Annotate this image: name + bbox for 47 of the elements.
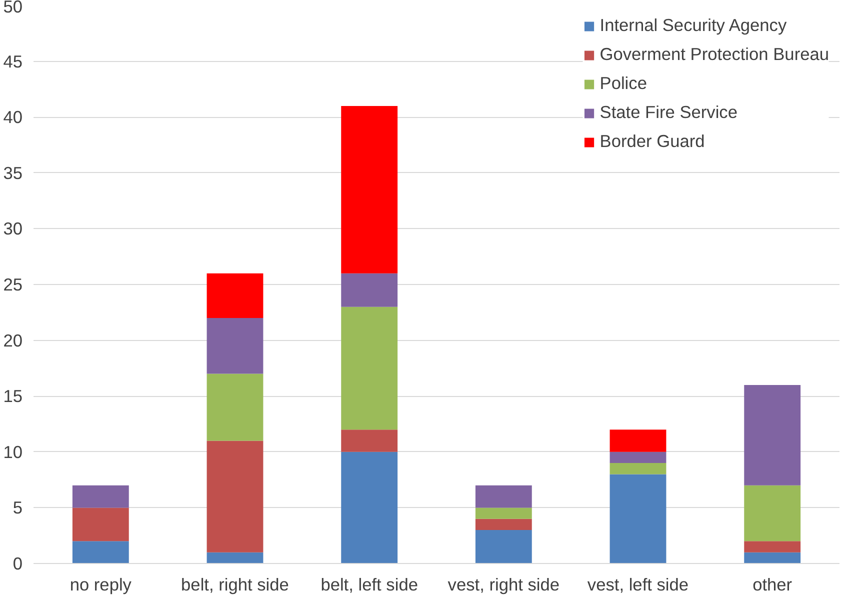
bar <box>610 430 666 452</box>
legend-label: Border Guard <box>600 131 705 152</box>
bar <box>610 452 666 464</box>
bar <box>744 541 801 552</box>
bar <box>475 508 532 519</box>
bar <box>341 273 398 307</box>
x-tick-label: vest, left side <box>587 574 689 594</box>
bar <box>744 485 801 542</box>
bar <box>744 552 801 564</box>
bar <box>341 430 398 452</box>
bar <box>341 452 398 564</box>
bar <box>206 318 264 374</box>
legend-label: Goverment Protection Bureau <box>600 44 829 65</box>
bar <box>206 552 264 564</box>
legend-label: Internal Security Agency <box>600 15 787 36</box>
y-tick-label: 45 <box>3 51 23 72</box>
y-tick-label: 5 <box>12 498 23 518</box>
y-tick-label: 40 <box>3 107 23 128</box>
bar <box>206 273 264 318</box>
x-tick-label: belt, left side <box>320 574 418 594</box>
x-tick-label: belt, right side <box>181 574 289 594</box>
y-tick-label: 25 <box>3 274 23 294</box>
y-tick-label: 20 <box>3 330 23 350</box>
bar <box>72 508 129 542</box>
y-tick-label: 30 <box>3 218 23 239</box>
y-tick-label: 0 <box>12 554 23 574</box>
y-tick-label: 50 <box>3 0 23 16</box>
x-tick-label: no reply <box>70 574 132 594</box>
bar <box>206 374 264 441</box>
bar <box>610 474 666 564</box>
y-tick-label: 15 <box>3 386 23 406</box>
x-tick-label: vest, right side <box>448 574 560 594</box>
bar <box>610 463 666 474</box>
bar <box>341 306 398 430</box>
bar <box>475 530 532 564</box>
y-tick-label: 35 <box>3 162 23 183</box>
bar <box>341 106 398 274</box>
bar <box>475 485 532 508</box>
bar <box>475 518 532 530</box>
x-tick-label: other <box>752 574 792 594</box>
bar <box>72 541 129 564</box>
bar <box>206 440 264 552</box>
legend-label: Police <box>600 73 647 94</box>
legend-label: State Fire Service <box>600 102 738 123</box>
bar <box>744 384 801 486</box>
bar <box>72 485 129 508</box>
y-tick-label: 10 <box>3 442 23 462</box>
